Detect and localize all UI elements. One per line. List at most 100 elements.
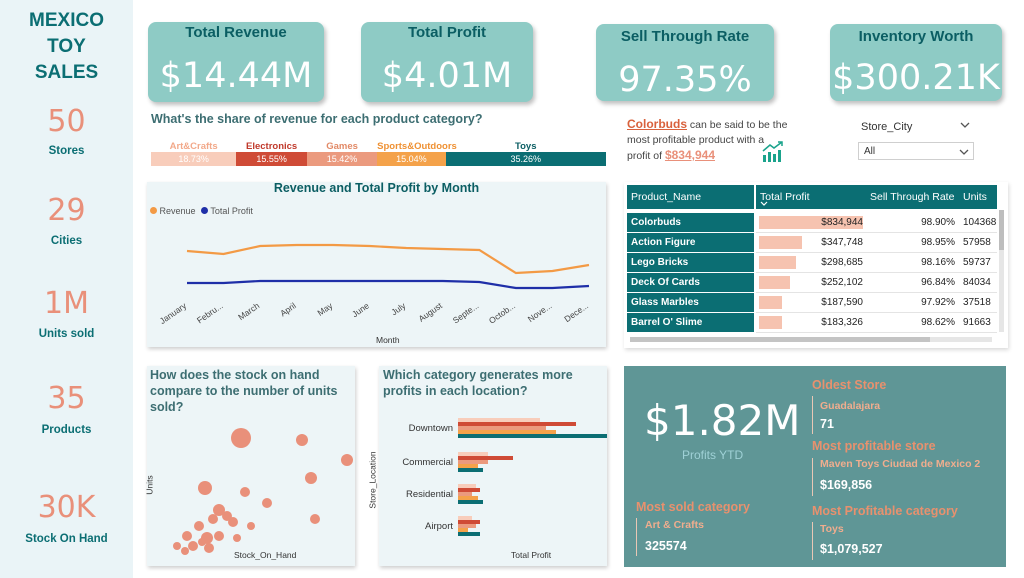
bar-ylabel: Store_Location xyxy=(367,451,378,509)
chevron-down-icon[interactable] xyxy=(959,118,971,130)
scatter-point[interactable] xyxy=(182,531,192,541)
table-cell-rate: 98.90% xyxy=(921,217,955,228)
table-row-name[interactable]: Colorbuds xyxy=(627,213,754,232)
location-bar[interactable] xyxy=(458,418,540,422)
scatter-point[interactable] xyxy=(214,531,224,541)
table-row-name[interactable]: Action Figure xyxy=(627,233,754,252)
table-row-name[interactable]: Lego Bricks xyxy=(627,253,754,272)
col-header-product-name[interactable]: Product_Name xyxy=(627,185,754,209)
most-profitable-category-title: Most Profitable category xyxy=(812,504,958,518)
month-tick: Dece... xyxy=(562,300,590,324)
table-cell-units: 57958 xyxy=(963,237,991,248)
location-bar[interactable] xyxy=(458,528,468,532)
store-city-dropdown[interactable]: All xyxy=(858,142,974,160)
share-segment-2[interactable]: 15.42% xyxy=(306,152,378,166)
kpi-stores-value: 50 xyxy=(47,104,86,139)
location-bar[interactable] xyxy=(458,464,478,468)
location-bar[interactable] xyxy=(458,460,488,464)
location-bar[interactable] xyxy=(458,524,476,528)
scatter-point[interactable] xyxy=(262,498,272,508)
kpi-units-value: 1M xyxy=(44,286,89,321)
col-header-sell-through-rate[interactable]: Sell Through Rate xyxy=(866,185,959,209)
card-sell-through-rate[interactable]: Sell Through Rate 97.35% xyxy=(596,24,774,101)
month-tick: June xyxy=(350,300,371,319)
scatter-point[interactable] xyxy=(213,504,225,516)
oldest-store-name: Guadalajara xyxy=(820,400,881,412)
table-cell-rate: 98.62% xyxy=(921,317,955,328)
location-bar[interactable] xyxy=(458,500,483,504)
location-bar[interactable] xyxy=(458,496,478,500)
location-bar[interactable] xyxy=(458,452,488,456)
share-segment-0[interactable]: 18.73% xyxy=(151,152,237,166)
location-bar[interactable] xyxy=(458,484,476,488)
month-tick: July xyxy=(389,300,408,317)
scatter-point[interactable] xyxy=(247,522,255,530)
location-bar[interactable] xyxy=(458,434,607,438)
location-bar[interactable] xyxy=(458,492,472,496)
kpi-products-value: 35 xyxy=(47,381,86,416)
scatter-point[interactable] xyxy=(204,543,214,553)
location-bar[interactable] xyxy=(458,456,513,460)
location-bar[interactable] xyxy=(458,468,483,472)
table-row-name[interactable]: Deck Of Cards xyxy=(627,273,754,292)
kpi-stores-label: Stores xyxy=(48,145,85,157)
scatter-point[interactable] xyxy=(198,481,212,495)
share-segment-3[interactable]: 15.04% xyxy=(377,152,446,166)
scatter-point[interactable] xyxy=(173,542,181,550)
location-bar[interactable] xyxy=(458,520,480,524)
table-row-name[interactable]: Glass Marbles xyxy=(627,293,754,312)
scatter-point[interactable] xyxy=(310,514,320,524)
location-label: Airport xyxy=(425,521,453,532)
kpi-products-label: Products xyxy=(41,424,92,436)
card-title: Total Profit xyxy=(407,24,487,41)
share-segment-1[interactable]: 15.55% xyxy=(236,152,307,166)
share-segment-4[interactable]: 35.26% xyxy=(445,152,606,166)
location-bar[interactable] xyxy=(458,532,480,536)
row-divider xyxy=(756,232,997,233)
location-bar[interactable] xyxy=(458,422,576,426)
scatter-point[interactable] xyxy=(194,521,204,531)
card-inventory-worth[interactable]: Inventory Worth $300.21K xyxy=(830,24,1002,101)
scatter-point[interactable] xyxy=(181,547,189,555)
kpi-cities-label: Cities xyxy=(50,235,83,247)
location-bar-chart[interactable] xyxy=(379,366,607,566)
scatter-point[interactable] xyxy=(305,472,317,484)
table-cell-rate: 97.92% xyxy=(921,297,955,308)
table-cell-units: 84034 xyxy=(963,277,991,288)
card-total-profit[interactable]: Total Profit $4.01M xyxy=(361,22,533,102)
table-row-name[interactable]: Barrel O' Slime xyxy=(627,313,754,332)
scatter-point[interactable] xyxy=(231,428,251,448)
scatter-chart[interactable] xyxy=(147,366,355,566)
scrollbar-thumb[interactable] xyxy=(630,337,930,342)
most-profitable-category-value: $1,079,527 xyxy=(820,542,883,556)
scatter-point[interactable] xyxy=(198,538,206,546)
scatter-point[interactable] xyxy=(208,514,218,524)
col-header-total-profit[interactable]: Total Profit xyxy=(756,185,866,209)
table-vertical-scrollbar[interactable] xyxy=(999,210,1004,332)
card-value: 97.35% xyxy=(618,60,752,100)
insight-text-1: can be said to be the xyxy=(687,119,788,131)
scatter-point[interactable] xyxy=(296,434,308,446)
table-cell-units: 104368 xyxy=(963,217,997,228)
scatter-point[interactable] xyxy=(240,487,250,497)
sort-desc-icon xyxy=(760,201,768,206)
share-question: What's the share of revenue for each pro… xyxy=(151,112,483,126)
line-chart[interactable]: January Febru... March April May June July Augu… xyxy=(147,182,606,347)
location-bar[interactable] xyxy=(458,488,480,492)
scatter-point[interactable] xyxy=(233,534,241,542)
table-cell-units: 59737 xyxy=(963,257,991,268)
location-bar[interactable] xyxy=(458,516,472,520)
scatter-point[interactable] xyxy=(341,454,353,466)
card-total-revenue[interactable]: Total Revenue $14.44M xyxy=(148,22,324,102)
share-label-1: Electronics xyxy=(245,141,298,152)
legend-total-profit: Total Profit xyxy=(210,206,253,216)
scatter-point[interactable] xyxy=(228,517,238,527)
scatter-point[interactable] xyxy=(188,541,198,551)
row-divider xyxy=(756,332,997,333)
location-bar[interactable] xyxy=(458,430,556,434)
scrollbar-thumb[interactable] xyxy=(999,210,1004,250)
location-bar[interactable] xyxy=(458,426,546,430)
location-bar-question: Which category generates more profits in… xyxy=(383,368,573,398)
col-header-units[interactable]: Units xyxy=(959,185,997,209)
row-divider xyxy=(756,272,997,273)
